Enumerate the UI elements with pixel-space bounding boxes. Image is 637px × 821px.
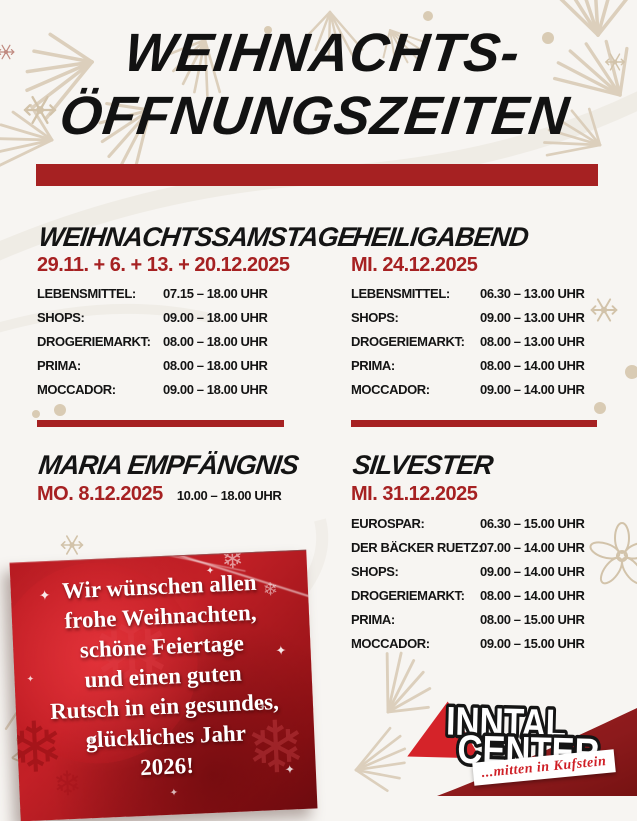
schedule-row: PRIMA: 08.00 – 18.00 UHR: [37, 353, 268, 377]
opening-hours: 09.00 – 14.00 UHR: [480, 563, 585, 579]
section-divider-left: [37, 420, 284, 427]
section-heiligabend: HEILIGABEND MI. 24.12.2025 LEBENSMITTEL:…: [351, 222, 601, 397]
store-label: PRIMA:: [37, 357, 81, 373]
opening-hours: 06.30 – 13.00 UHR: [480, 285, 585, 301]
schedule-row: DROGERIEMARKT: 08.00 – 14.00 UHR: [351, 583, 585, 607]
opening-hours: 08.00 – 14.00 UHR: [480, 357, 585, 373]
store-label: PRIMA:: [351, 611, 395, 627]
schedule-row: SHOPS: 09.00 – 13.00 UHR: [351, 305, 585, 329]
greeting-card: ❄ ❄ ❄ ❄ ❄ ❄ ✦ ✦ ✦ ✦ ✦ ✦ ✦ ✦ Wir wünschen…: [9, 549, 318, 821]
schedule-row: PRIMA: 08.00 – 15.00 UHR: [351, 607, 585, 631]
schedule-row: DER BÄCKER RUETZ: 07.00 – 14.00 UHR: [351, 535, 585, 559]
section-silvester: SILVESTER MI. 31.12.2025 EUROSPAR: 06.30…: [351, 450, 601, 651]
opening-hours: 07.00 – 14.00 UHR: [480, 539, 585, 555]
section-title: HEILIGABEND: [351, 222, 530, 252]
opening-hours: 09.00 – 13.00 UHR: [480, 309, 585, 325]
opening-hours: 09.00 – 14.00 UHR: [480, 381, 585, 397]
section-title: WEIHNACHTSSAMSTAGE: [37, 222, 357, 252]
store-label: EUROSPAR:: [351, 515, 425, 531]
flower-decoration: [589, 522, 637, 585]
store-label: MOCCADOR:: [351, 381, 430, 397]
store-label: DROGERIEMARKT:: [37, 333, 151, 349]
store-label: SHOPS:: [351, 309, 399, 325]
opening-hours: 07.15 – 18.00 UHR: [163, 285, 268, 301]
section-date: MO. 8.12.2025: [37, 483, 163, 505]
schedule-row: MOCCADOR: 09.00 – 14.00 UHR: [351, 377, 585, 401]
opening-hours: 08.00 – 15.00 UHR: [480, 611, 585, 627]
store-label: LEBENSMITTEL:: [351, 285, 450, 301]
opening-hours: 08.00 – 13.00 UHR: [480, 333, 585, 349]
schedule-row: MOCCADOR: 09.00 – 15.00 UHR: [351, 631, 585, 655]
schedule-row: LEBENSMITTEL: 07.15 – 18.00 UHR: [37, 281, 268, 305]
opening-hours: 09.00 – 15.00 UHR: [480, 635, 585, 651]
schedule-table: EUROSPAR: 06.30 – 15.00 UHR DER BÄCKER R…: [351, 511, 585, 655]
opening-hours: 08.00 – 18.00 UHR: [163, 357, 268, 373]
schedule-table: LEBENSMITTEL: 06.30 – 13.00 UHR SHOPS: 0…: [351, 281, 585, 401]
opening-hours: 06.30 – 15.00 UHR: [480, 515, 585, 531]
opening-hours: 08.00 – 18.00 UHR: [163, 333, 268, 349]
opening-hours: 08.00 – 14.00 UHR: [480, 587, 585, 603]
opening-hours: 09.00 – 18.00 UHR: [163, 309, 268, 325]
store-label: SHOPS:: [37, 309, 85, 325]
schedule-row: DROGERIEMARKT: 08.00 – 18.00 UHR: [37, 329, 268, 353]
opening-hours: 10.00 – 18.00 UHR: [176, 488, 282, 503]
poster-title: WEIHNACHTS- ÖFFNUNGSZEITEN: [0, 22, 637, 148]
store-label: DER BÄCKER RUETZ:: [351, 539, 483, 555]
store-label: DROGERIEMARKT:: [351, 333, 465, 349]
store-label: MOCCADOR:: [37, 381, 116, 397]
store-label: DROGERIEMARKT:: [351, 587, 465, 603]
section-date: MI. 31.12.2025: [351, 483, 478, 505]
section-date-row: MO. 8.12.2025 10.00 – 18.00 UHR: [37, 483, 282, 506]
schedule-table: LEBENSMITTEL: 07.15 – 18.00 UHR SHOPS: 0…: [37, 281, 268, 401]
schedule-row: DROGERIEMARKT: 08.00 – 13.00 UHR: [351, 329, 585, 353]
schedule-row: MOCCADOR: 09.00 – 18.00 UHR: [37, 377, 268, 401]
schedule-row: LEBENSMITTEL: 06.30 – 13.00 UHR: [351, 281, 585, 305]
section-date: MI. 24.12.2025: [351, 254, 478, 276]
title-underline-bar: [36, 164, 598, 186]
store-label: SHOPS:: [351, 563, 399, 579]
schedule-row: SHOPS: 09.00 – 14.00 UHR: [351, 559, 585, 583]
opening-hours: 09.00 – 18.00 UHR: [163, 381, 268, 397]
section-maria-empfaengnis: MARIA EMPFÄNGNIS MO. 8.12.2025 10.00 – 1…: [37, 450, 300, 505]
store-label: MOCCADOR:: [351, 635, 430, 651]
schedule-row: EUROSPAR: 06.30 – 15.00 UHR: [351, 511, 585, 535]
section-title: SILVESTER: [351, 450, 495, 480]
store-label: PRIMA:: [351, 357, 395, 373]
sparkle-icon: ✦: [169, 787, 179, 799]
store-label: LEBENSMITTEL:: [37, 285, 136, 301]
poster-title-line2: ÖFFNUNGSZEITEN: [56, 86, 573, 146]
schedule-row: PRIMA: 08.00 – 14.00 UHR: [351, 353, 585, 377]
section-divider-right: [351, 420, 597, 427]
section-weihnachtssamstage: WEIHNACHTSSAMSTAGE 29.11. + 6. + 13. + 2…: [37, 222, 357, 397]
schedule-row: SHOPS: 09.00 – 18.00 UHR: [37, 305, 268, 329]
poster-title-line1: WEIHNACHTS-: [121, 23, 524, 83]
section-date: 29.11. + 6. + 13. + 20.12.2025: [37, 254, 290, 276]
greeting-message: Wir wünschen allen frohe Weihnachten, sc…: [10, 551, 317, 789]
section-title: MARIA EMPFÄNGNIS: [37, 450, 300, 480]
